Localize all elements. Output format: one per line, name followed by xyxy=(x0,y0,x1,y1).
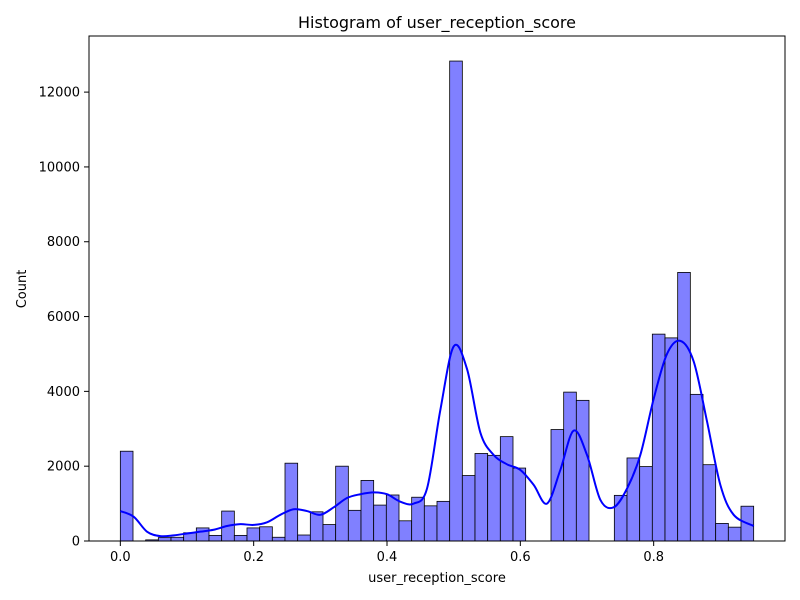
histogram-bar xyxy=(423,505,438,542)
histogram-bar xyxy=(271,536,286,542)
histogram-bar xyxy=(461,475,476,542)
y-tick-label: 8000 xyxy=(47,235,80,250)
histogram-bar xyxy=(398,520,413,542)
histogram-bar xyxy=(284,462,299,542)
histogram-bar xyxy=(677,272,691,542)
histogram-bar xyxy=(347,509,362,542)
histogram-bar xyxy=(385,494,400,542)
y-tick-label: 6000 xyxy=(47,310,80,325)
x-tick-label: 0.6 xyxy=(510,550,531,565)
x-tick-label: 0.4 xyxy=(377,550,398,565)
histogram-bar xyxy=(626,457,641,542)
histogram-bar xyxy=(233,534,248,542)
histogram-bar xyxy=(727,526,742,542)
histogram-bar xyxy=(664,337,679,542)
y-axis-label: Count xyxy=(15,270,30,309)
histogram-bar xyxy=(512,467,527,542)
kde-curve xyxy=(119,339,755,538)
x-axis-ticks: 0.0 0.2 0.4 0.6 0.8 xyxy=(110,541,664,565)
histogram-bar xyxy=(360,479,375,542)
histogram-bar xyxy=(639,466,653,542)
y-tick-label: 10000 xyxy=(39,160,80,175)
histogram-bar xyxy=(157,537,172,542)
histogram-bar xyxy=(613,494,628,542)
y-tick-label: 4000 xyxy=(47,385,80,400)
y-tick-label: 12000 xyxy=(39,86,80,101)
histogram-bar xyxy=(715,523,729,542)
histogram-bar xyxy=(575,399,590,542)
x-axis-label: user_reception_score xyxy=(368,571,506,586)
x-tick-label: 0.2 xyxy=(243,550,264,565)
histogram-bar xyxy=(119,450,134,542)
histogram-bar xyxy=(297,534,311,542)
histogram-bar xyxy=(373,504,387,542)
chart-title: Histogram of user_reception_score xyxy=(298,13,576,33)
histogram-bar xyxy=(246,527,261,542)
y-tick-label: 2000 xyxy=(47,460,80,475)
histogram-bars xyxy=(119,60,755,542)
histogram-bar xyxy=(550,429,565,542)
histogram-bar xyxy=(563,391,577,542)
histogram-bar xyxy=(309,511,324,542)
histogram-bar xyxy=(208,534,223,542)
histogram-bar xyxy=(474,453,489,542)
plot-frame xyxy=(88,35,786,542)
x-tick-label: 0.8 xyxy=(643,550,664,565)
histogram-bar xyxy=(499,436,514,542)
histogram-bar xyxy=(702,464,717,542)
y-tick-label: 0 xyxy=(72,535,80,550)
histogram-bar xyxy=(259,526,273,542)
histogram-bar xyxy=(449,60,463,542)
histogram-bar xyxy=(689,393,704,542)
histogram-bar xyxy=(436,500,451,542)
histogram-bar xyxy=(170,536,185,542)
y-axis-ticks: 0 2000 4000 6000 8000 10000 12000 xyxy=(39,86,89,550)
histogram-bar xyxy=(322,524,337,542)
histogram-bar xyxy=(487,454,501,542)
x-tick-label: 0.0 xyxy=(110,550,131,565)
